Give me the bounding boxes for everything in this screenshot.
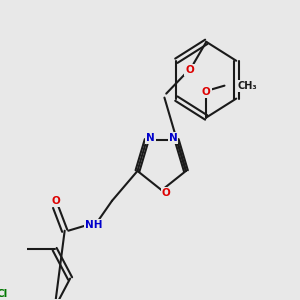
Text: N: N — [146, 133, 155, 143]
Text: N: N — [169, 133, 177, 143]
Text: O: O — [202, 87, 211, 97]
Text: O: O — [51, 196, 60, 206]
Text: O: O — [162, 188, 171, 198]
Text: O: O — [185, 65, 194, 75]
Text: Cl: Cl — [0, 289, 8, 299]
Text: CH₃: CH₃ — [237, 81, 257, 91]
Text: NH: NH — [85, 220, 103, 230]
